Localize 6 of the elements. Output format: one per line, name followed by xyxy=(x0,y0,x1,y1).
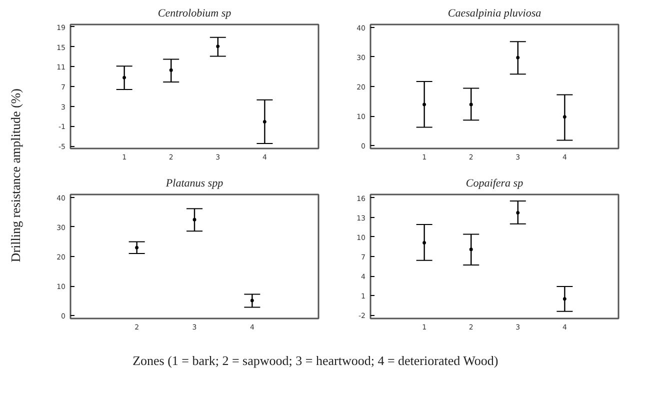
chart-title: Platanus spp xyxy=(164,178,224,190)
chart-title: Centrolobium sp xyxy=(158,8,232,20)
x-axis-title: Zones (1 = bark; 2 = sapwood; 3 = heartwood; 4 = deteriorated Wood) xyxy=(132,353,498,368)
chart-title: Caesalpinia pluviosa xyxy=(448,8,542,20)
y-axis-title: Drilling resistance amplitude (%) xyxy=(8,88,23,262)
chart-title: Copaifera sp xyxy=(466,178,524,190)
